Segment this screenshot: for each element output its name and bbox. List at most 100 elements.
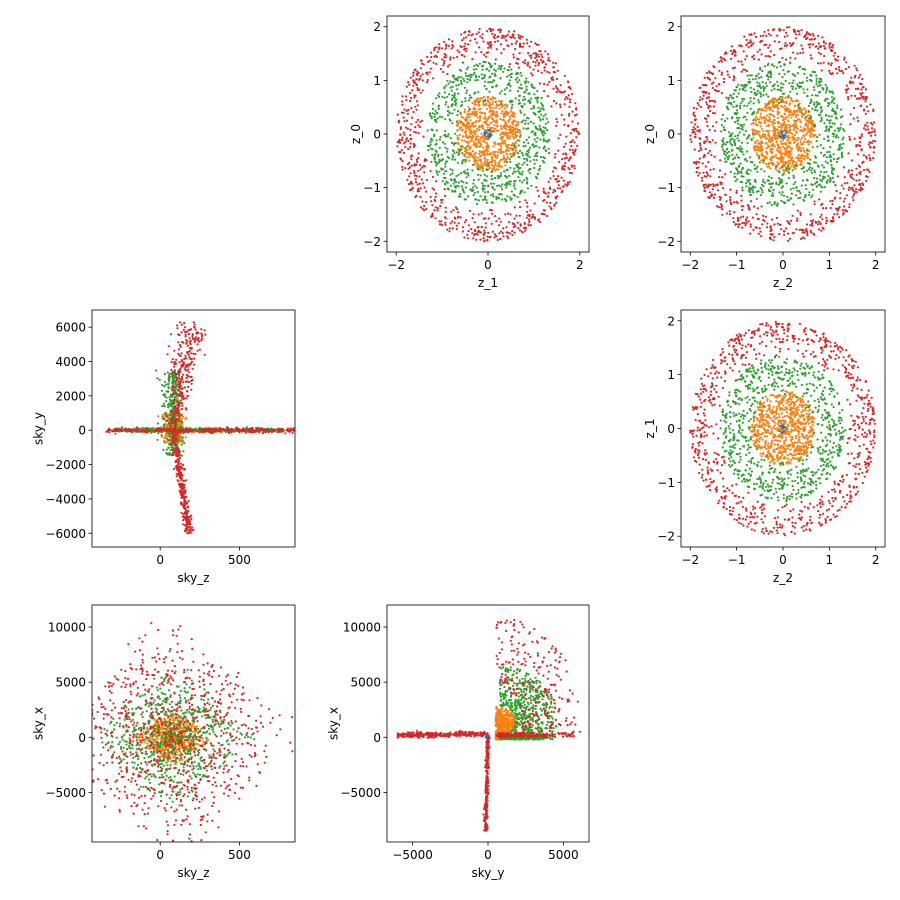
- data-point: [516, 81, 519, 84]
- data-point: [545, 201, 549, 204]
- data-point: [535, 52, 538, 56]
- data-point: [494, 127, 497, 130]
- data-point: [513, 153, 516, 156]
- data-point: [507, 212, 510, 215]
- data-point: [735, 191, 738, 194]
- data-point: [827, 129, 831, 132]
- data-point: [741, 63, 744, 66]
- data-point: [435, 171, 438, 174]
- data-point: [811, 70, 814, 73]
- data-point: [527, 52, 530, 55]
- data-point: [561, 189, 564, 193]
- data-point: [474, 120, 477, 124]
- data-point: [441, 58, 444, 61]
- data-point: [479, 114, 482, 117]
- data-point: [536, 136, 539, 139]
- data-point: [488, 27, 491, 30]
- data-point: [760, 146, 763, 149]
- data-point: [450, 89, 453, 92]
- data-point: [474, 144, 477, 147]
- data-point: [813, 124, 817, 127]
- data-point: [760, 140, 763, 143]
- data-point: [451, 227, 454, 230]
- data-point: [772, 121, 775, 124]
- data-point: [741, 100, 744, 103]
- data-point: [758, 82, 761, 85]
- data-point: [499, 151, 503, 155]
- data-point: [515, 163, 518, 167]
- data-point: [487, 163, 490, 166]
- data-point: [445, 101, 448, 104]
- data-point: [727, 96, 731, 99]
- data-point: [719, 159, 722, 162]
- data-point: [779, 178, 782, 181]
- data-point: [415, 78, 418, 81]
- data-point: [519, 134, 522, 137]
- data-point: [864, 112, 867, 115]
- data-point: [542, 209, 545, 212]
- data-point: [739, 216, 742, 219]
- data-point: [795, 219, 799, 222]
- data-point: [511, 230, 514, 233]
- data-point: [797, 104, 800, 107]
- data-point: [809, 117, 812, 120]
- data-point: [706, 125, 709, 128]
- data-point: [500, 165, 503, 168]
- data-point: [568, 105, 571, 108]
- data-point: [860, 133, 863, 136]
- data-point: [399, 157, 402, 160]
- data-point: [452, 156, 455, 159]
- data-point: [558, 90, 561, 93]
- data-point: [457, 173, 460, 176]
- data-point: [800, 44, 803, 47]
- data-point: [477, 31, 480, 34]
- data-point: [788, 82, 791, 85]
- data-point: [415, 158, 418, 161]
- data-point: [755, 74, 759, 77]
- data-point: [742, 123, 746, 126]
- data-point: [487, 116, 490, 119]
- data-point: [813, 169, 816, 172]
- x-tick-label: 2: [872, 258, 880, 272]
- data-point: [853, 190, 856, 193]
- data-point: [525, 157, 528, 160]
- data-point: [832, 153, 835, 156]
- data-point: [479, 116, 482, 119]
- data-point: [414, 131, 418, 134]
- data-point: [434, 109, 437, 112]
- data-point: [501, 158, 504, 161]
- data-point: [788, 42, 791, 45]
- data-point: [795, 156, 798, 159]
- data-point: [502, 116, 505, 119]
- data-point: [475, 238, 478, 241]
- data-point: [775, 182, 778, 186]
- data-point: [799, 150, 803, 153]
- data-point: [573, 167, 576, 170]
- data-point: [527, 122, 530, 125]
- data-point: [795, 185, 798, 189]
- data-point: [485, 121, 488, 125]
- data-point: [477, 97, 480, 100]
- data-point: [474, 151, 477, 154]
- data-point: [779, 167, 782, 170]
- data-point: [556, 195, 559, 198]
- data-point: [506, 155, 509, 159]
- data-point: [421, 119, 424, 122]
- data-point: [848, 135, 851, 138]
- data-point: [776, 161, 779, 164]
- data-point: [481, 77, 484, 80]
- data-point: [810, 219, 813, 222]
- data-point: [525, 88, 528, 91]
- data-point: [504, 174, 507, 177]
- data-point: [410, 123, 413, 126]
- data-point: [461, 145, 464, 148]
- data-point: [740, 127, 743, 130]
- data-point: [477, 116, 480, 119]
- data-point: [571, 139, 574, 142]
- data-point: [525, 85, 528, 88]
- data-point: [766, 202, 769, 205]
- data-point: [512, 53, 515, 56]
- data-point: [769, 108, 772, 111]
- data-point: [852, 178, 855, 181]
- data-point: [568, 101, 572, 104]
